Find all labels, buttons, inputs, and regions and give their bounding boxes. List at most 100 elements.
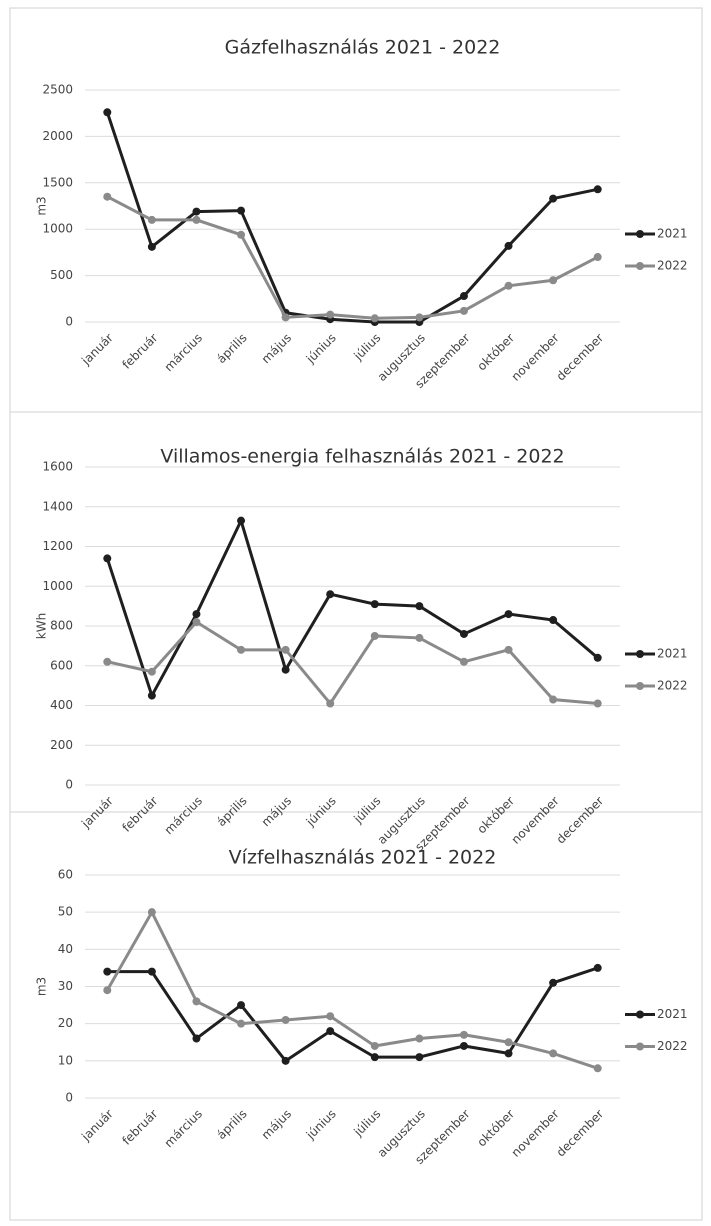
- data-point: [593, 653, 602, 662]
- data-point: [504, 241, 513, 250]
- y-tick-label: 60: [58, 868, 73, 882]
- data-point: [192, 610, 201, 619]
- chart-title: Vízfelhasználás 2021 - 2022: [229, 847, 497, 869]
- y-tick-label: 30: [58, 979, 73, 993]
- data-point: [415, 1034, 424, 1043]
- data-point: [237, 230, 246, 239]
- data-point: [326, 1012, 335, 1021]
- data-point: [593, 1064, 602, 1073]
- series-line: [107, 966, 599, 1063]
- data-point: [326, 1027, 335, 1036]
- data-point: [370, 1041, 379, 1050]
- series-line: [105, 908, 599, 1070]
- data-point: [192, 997, 201, 1006]
- data-point: [459, 1041, 468, 1050]
- data-point: [103, 554, 112, 563]
- data-point: [192, 207, 201, 216]
- data-point: [504, 645, 513, 654]
- legend-label: 2021: [657, 1007, 688, 1021]
- data-point: [147, 242, 156, 251]
- y-tick-label: 1500: [42, 175, 73, 189]
- data-point: [593, 185, 602, 194]
- y-tick-label: 1000: [42, 579, 73, 593]
- data-point: [326, 590, 335, 599]
- data-point: [237, 1001, 246, 1010]
- data-point: [549, 194, 558, 203]
- data-point: [504, 1038, 513, 1047]
- y-tick-label: 500: [50, 268, 73, 282]
- y-tick-label: 40: [58, 942, 73, 956]
- chart-title: Gázfelhasználás 2021 - 2022: [225, 37, 501, 59]
- legend-marker: [636, 230, 644, 238]
- data-point: [281, 665, 290, 674]
- y-tick-label: 1400: [42, 499, 73, 513]
- data-point: [549, 1049, 558, 1058]
- y-tick-label: 0: [65, 778, 73, 792]
- y-tick-label: 800: [50, 619, 73, 633]
- legend-marker: [636, 1042, 644, 1051]
- data-point: [549, 276, 558, 285]
- legend-marker: [636, 682, 644, 690]
- data-point: [415, 313, 424, 322]
- legend-label: 2021: [657, 227, 688, 241]
- data-point: [415, 602, 424, 611]
- data-point: [147, 967, 156, 976]
- y-tick-label: 0: [65, 1091, 73, 1105]
- y-axis-label: m3: [35, 196, 49, 215]
- data-point: [370, 1053, 379, 1062]
- data-point: [237, 206, 246, 215]
- data-point: [147, 667, 156, 676]
- y-axis-label: kWh: [35, 613, 49, 639]
- data-point: [504, 610, 513, 619]
- y-tick-label: 2000: [42, 129, 73, 143]
- data-point: [103, 967, 112, 976]
- data-point: [103, 108, 112, 117]
- data-point: [103, 192, 112, 201]
- legend-marker: [636, 650, 644, 658]
- y-tick-label: 0: [65, 315, 73, 329]
- series-line: [105, 516, 599, 700]
- data-point: [192, 1034, 201, 1043]
- data-point: [459, 306, 468, 315]
- data-point: [504, 281, 513, 290]
- data-point: [549, 695, 558, 704]
- data-point: [370, 314, 379, 323]
- legend-label: 2022: [657, 259, 688, 273]
- data-point: [326, 699, 335, 708]
- data-point: [103, 657, 112, 666]
- series-line: [105, 111, 599, 324]
- legend-marker: [636, 1010, 644, 1019]
- data-point: [370, 631, 379, 640]
- series-line: [106, 195, 599, 320]
- data-point: [593, 963, 602, 972]
- y-axis-label: m3: [35, 977, 49, 996]
- legend-marker: [636, 262, 644, 270]
- data-point: [370, 600, 379, 609]
- data-point: [459, 1030, 468, 1039]
- data-point: [237, 1019, 246, 1028]
- data-point: [459, 629, 468, 638]
- y-tick-label: 1600: [42, 460, 73, 474]
- data-point: [237, 516, 246, 525]
- data-point: [281, 1015, 290, 1024]
- data-point: [504, 1049, 513, 1058]
- data-point: [593, 253, 602, 262]
- series-line: [106, 620, 598, 707]
- y-tick-label: 1000: [42, 222, 73, 236]
- data-point: [415, 1053, 424, 1062]
- legend-label: 2022: [657, 1039, 688, 1053]
- data-point: [192, 215, 201, 224]
- data-point: [459, 292, 468, 301]
- y-tick-label: 2500: [42, 83, 73, 97]
- data-point: [192, 618, 201, 627]
- legend-label: 2022: [657, 679, 688, 693]
- data-point: [549, 616, 558, 625]
- data-point: [147, 215, 156, 224]
- data-point: [147, 908, 156, 917]
- data-point: [147, 691, 156, 700]
- data-point: [281, 645, 290, 654]
- data-point: [549, 978, 558, 987]
- data-point: [103, 986, 112, 995]
